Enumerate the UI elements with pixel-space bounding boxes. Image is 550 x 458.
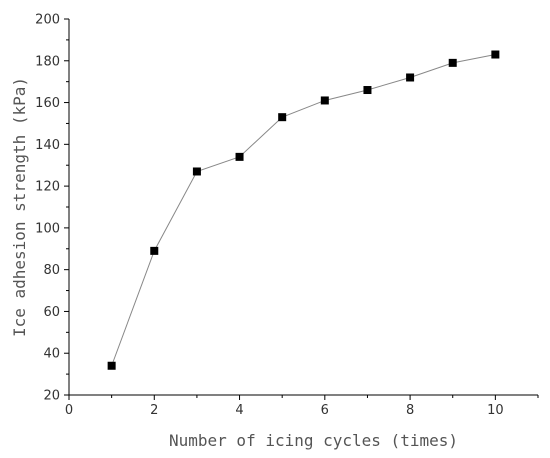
- y-tick-label: 60: [43, 305, 60, 320]
- data-point-marker: [192, 167, 201, 176]
- data-series: [107, 50, 500, 370]
- y-tick-label: 20: [43, 389, 60, 404]
- data-point-marker: [363, 86, 372, 95]
- y-tick-label: 160: [35, 96, 60, 111]
- x-tick-label: 0: [65, 403, 73, 418]
- y-axis-title: Ice adhesion strength (kPa): [10, 77, 29, 337]
- x-tick-label: 4: [235, 403, 243, 418]
- data-point-marker: [491, 50, 500, 59]
- data-point-marker: [406, 73, 415, 82]
- x-tick-label: 10: [487, 403, 504, 418]
- data-point-marker: [448, 58, 457, 67]
- y-tick-label: 80: [43, 263, 60, 278]
- tick-marks: [64, 18, 539, 400]
- axes: [68, 19, 538, 396]
- data-point-marker: [278, 113, 287, 122]
- x-tick-label: 2: [150, 403, 158, 418]
- data-point-marker: [320, 96, 329, 105]
- tick-labels: 0 2 4 6 8 10 20 40 60 80 100 120 140 160 180 200: [35, 13, 503, 419]
- data-point-marker: [235, 152, 244, 161]
- x-axis-title: Number of icing cycles (times): [169, 431, 458, 450]
- y-tick-label: 100: [35, 221, 60, 236]
- data-point-marker: [107, 361, 116, 370]
- x-tick-label: 6: [321, 403, 329, 418]
- x-tick-label: 8: [406, 403, 414, 418]
- y-tick-label: 120: [35, 180, 60, 195]
- series-line: [111, 54, 496, 366]
- data-point-marker: [150, 246, 159, 255]
- y-tick-label: 200: [35, 13, 60, 28]
- y-tick-label: 180: [35, 54, 60, 69]
- y-tick-label: 40: [43, 347, 60, 362]
- y-tick-label: 140: [35, 138, 60, 153]
